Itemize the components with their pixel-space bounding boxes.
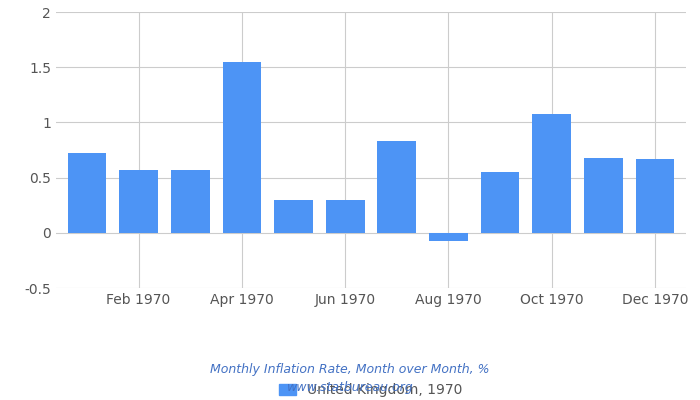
Bar: [636, 159, 674, 233]
Bar: [171, 170, 209, 233]
Bar: [533, 114, 571, 233]
Bar: [274, 200, 313, 233]
Bar: [481, 172, 519, 233]
Legend: United Kingdom, 1970: United Kingdom, 1970: [274, 378, 468, 400]
Bar: [377, 141, 416, 233]
Text: www.statbureau.org: www.statbureau.org: [287, 382, 413, 394]
Bar: [584, 158, 623, 233]
Bar: [326, 200, 365, 233]
Bar: [223, 62, 261, 233]
Bar: [119, 170, 158, 233]
Bar: [68, 153, 106, 233]
Bar: [429, 233, 468, 240]
Text: Monthly Inflation Rate, Month over Month, %: Monthly Inflation Rate, Month over Month…: [210, 364, 490, 376]
